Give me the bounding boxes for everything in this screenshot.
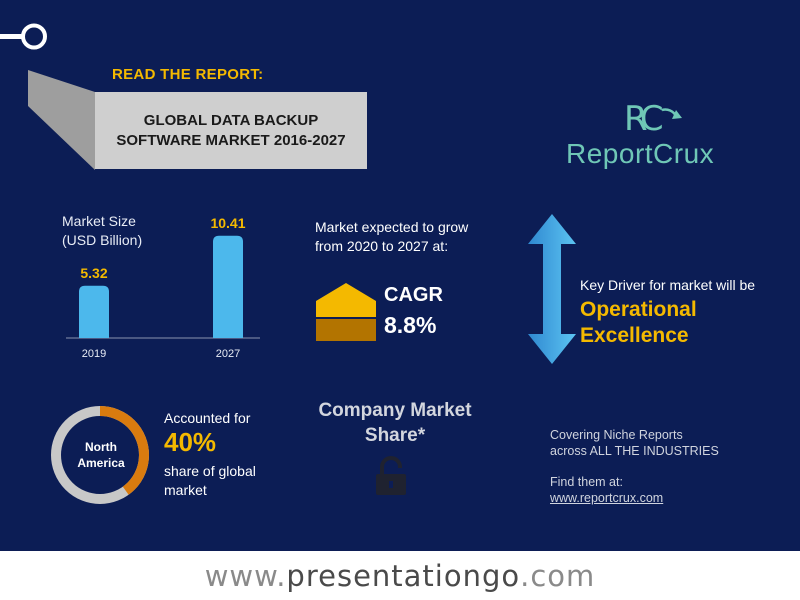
key-driver-label: Key Driver for market will be (580, 277, 756, 293)
bar-2027 (213, 235, 243, 338)
key-icon (0, 23, 47, 50)
lock-icon[interactable] (374, 456, 408, 496)
value-label-2027: 10.41 (210, 215, 245, 231)
cagr-label: CAGR (384, 284, 443, 306)
footer-suffix: .com (520, 558, 596, 593)
logo-name: ReportCrux (566, 138, 715, 169)
title-fold-decoration (28, 70, 95, 170)
cagr-house-icon (316, 283, 376, 341)
cagr-value: 8.8% (384, 312, 437, 338)
report-title[interactable]: GLOBAL DATA BACKUP SOFTWARE MARKET 2016-… (95, 92, 367, 169)
category-label-2027: 2027 (216, 348, 240, 360)
category-label-2019: 2019 (82, 348, 106, 360)
region-share-subtext: share of global market (164, 463, 256, 498)
read-report-label: READ THE REPORT: (112, 66, 264, 83)
reportcrux-link[interactable]: www.reportcrux.com (550, 491, 664, 505)
cagr-intro: Market expected to grow from 2020 to 202… (315, 219, 469, 254)
region-share-donut (51, 406, 149, 504)
footer-brand: presentationgo (286, 558, 521, 593)
double-arrow-icon (528, 214, 576, 364)
value-label-2019: 5.32 (80, 265, 107, 281)
region-name: North America (77, 440, 125, 470)
logo-monogram: RC (624, 99, 662, 139)
market-size-bar-chart: 5.32 2019 10.41 2027 (66, 215, 260, 360)
niche-reports-text: Covering Niche Reports across ALL THE IN… (550, 428, 719, 458)
footer-prefix: www. (204, 558, 287, 593)
region-share-value: 40% (164, 427, 217, 457)
infographic-slide: READ THE REPORT: GLOBAL DATA BACKUP SOFT… (0, 0, 800, 551)
donut-share-arc (51, 406, 149, 504)
accounted-label: Accounted for (164, 410, 251, 426)
bar-2019 (79, 285, 109, 338)
find-them-text: Find them at: www.reportcrux.com (550, 475, 664, 505)
company-share-title: Company Market Share* (318, 400, 472, 446)
market-size-label: Market Size (USD Billion) (62, 213, 143, 248)
footer-watermark: www. presentationgo .com (0, 551, 800, 600)
key-driver-value: Operational Excellence (580, 298, 697, 347)
reportcrux-logo[interactable]: RC (562, 92, 752, 172)
